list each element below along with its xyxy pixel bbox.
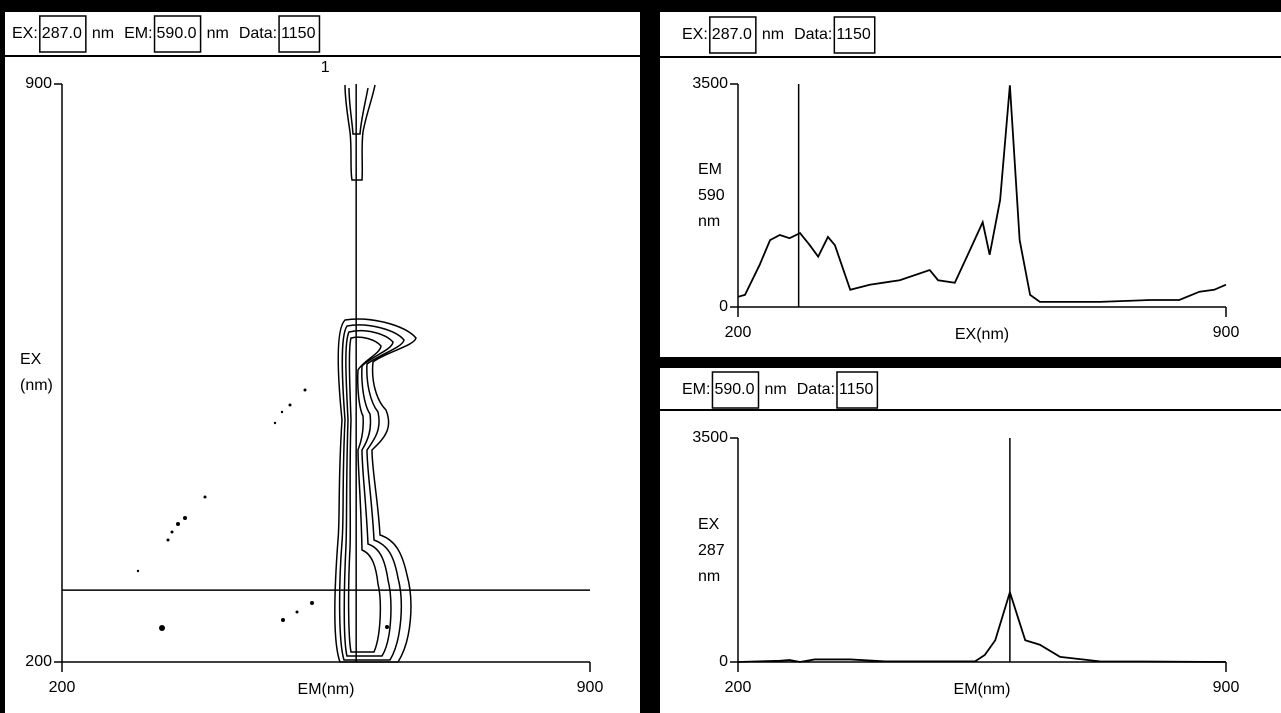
field-box <box>833 16 876 54</box>
y-tick-label: 3500 <box>692 429 728 446</box>
field-box <box>836 371 879 409</box>
x-axis-label: EX(nm) <box>955 326 1009 343</box>
y-tick-label: 900 <box>25 75 52 92</box>
field-unit: nm <box>765 381 787 398</box>
y-axis-label: nm <box>698 213 720 230</box>
annotation: 1 <box>321 59 330 76</box>
divider <box>660 357 1281 368</box>
divider <box>640 0 660 713</box>
field-label: EM: <box>124 25 152 42</box>
field-value: 590.0 <box>157 25 197 42</box>
field-label: Data: <box>239 25 277 42</box>
spectrum-line <box>737 589 1227 663</box>
x-axis-label: EM(nm) <box>954 681 1011 698</box>
field-box <box>153 15 202 53</box>
x-tick-label: 900 <box>1213 324 1240 341</box>
x-tick-label: 900 <box>1213 679 1240 696</box>
field-value: 1150 <box>839 381 874 398</box>
field-value: 287.0 <box>712 26 752 43</box>
x-tick-label: 900 <box>577 679 604 696</box>
spectrum-line <box>737 85 1227 303</box>
y-axis-label: EX <box>698 516 720 533</box>
y-tick-label: 3500 <box>692 75 728 92</box>
y-axis-label: 287 <box>698 542 725 559</box>
scatter-dots <box>136 388 389 631</box>
y-tick-label: 0 <box>719 653 728 670</box>
y-axis-label: EX <box>20 351 42 368</box>
field-label: EX: <box>682 26 708 43</box>
field-value: 1150 <box>281 25 316 42</box>
x-axis-label: EM(nm) <box>298 681 355 698</box>
field-value: 287.0 <box>42 25 82 42</box>
field-label: Data: <box>794 26 832 43</box>
x-tick-label: 200 <box>725 324 752 341</box>
field-value: 590.0 <box>714 381 754 398</box>
y-tick-label: 200 <box>25 653 52 670</box>
y-axis-label: (nm) <box>20 377 53 394</box>
field-box <box>711 371 760 409</box>
y-axis-label: 590 <box>698 187 725 204</box>
field-label: EX: <box>12 25 38 42</box>
y-axis-label: EM <box>698 161 722 178</box>
y-tick-label: 0 <box>719 298 728 315</box>
field-unit: nm <box>207 25 229 42</box>
field-label: Data: <box>797 381 835 398</box>
field-label: EM: <box>682 381 710 398</box>
field-unit: nm <box>92 25 114 42</box>
left-border <box>0 0 5 713</box>
field-unit: nm <box>762 26 784 43</box>
field-value: 1150 <box>836 26 871 43</box>
field-box <box>709 16 757 54</box>
y-axis-label: nm <box>698 568 720 585</box>
field-box <box>39 15 87 53</box>
contour-lines <box>334 84 417 663</box>
x-tick-label: 200 <box>49 679 76 696</box>
x-tick-label: 200 <box>725 679 752 696</box>
field-box <box>278 15 321 53</box>
